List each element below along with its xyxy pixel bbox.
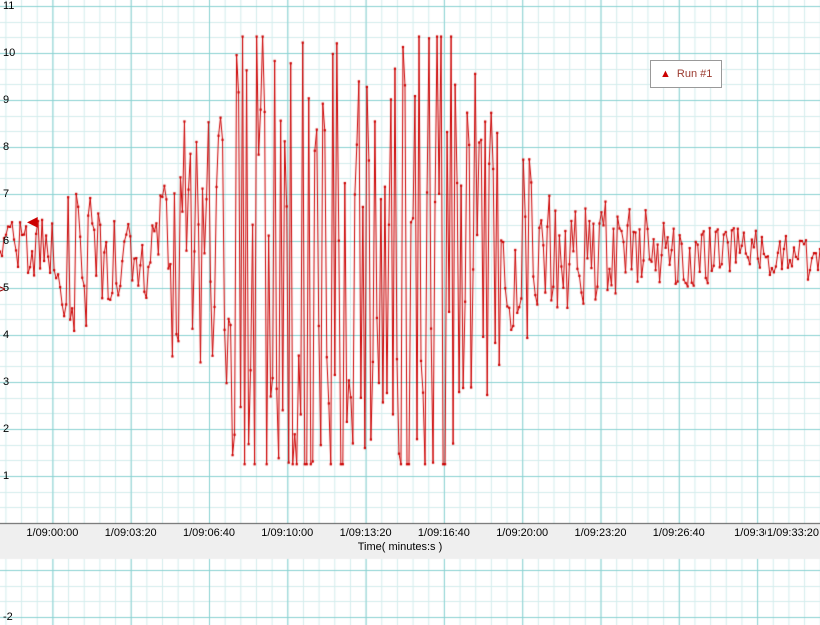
axis-marker-icon[interactable]: ◀: [27, 213, 38, 230]
legend-run-label: Run #1: [676, 67, 713, 80]
legend-run-marker-icon: ▲: [660, 67, 671, 80]
legend[interactable]: ▲ Run #1: [650, 60, 723, 88]
